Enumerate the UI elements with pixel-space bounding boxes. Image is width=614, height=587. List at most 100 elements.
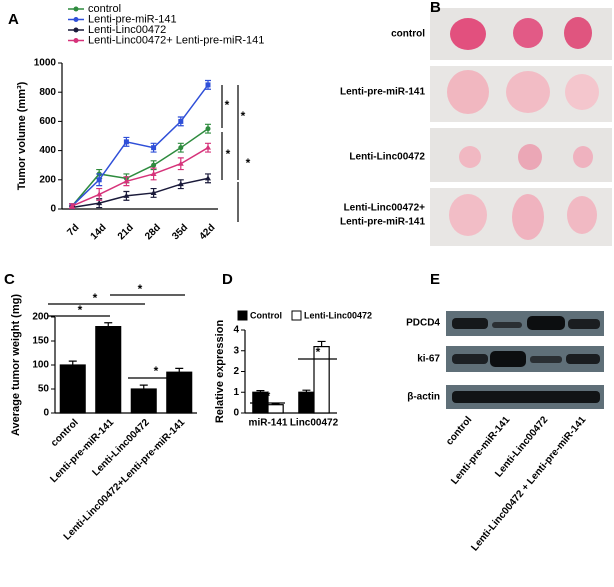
marker bbox=[123, 178, 130, 184]
significance-star: * bbox=[138, 282, 143, 296]
x-tick-label: 42d bbox=[197, 222, 217, 242]
y-tick-label: 4 bbox=[233, 325, 239, 336]
marker bbox=[205, 175, 211, 181]
legend-label: Lenti-Linc00472 bbox=[88, 24, 166, 36]
marker bbox=[205, 126, 211, 132]
panel-letter: D bbox=[222, 271, 233, 288]
error-bar bbox=[175, 367, 184, 373]
marker bbox=[151, 145, 157, 151]
significance-star: * bbox=[246, 156, 251, 170]
legend-label: Control bbox=[250, 310, 282, 320]
y-tick-label: 0 bbox=[50, 204, 56, 215]
blot-band bbox=[566, 354, 600, 364]
legend-marker bbox=[73, 27, 79, 33]
x-tick-label: Linc00472 bbox=[290, 418, 339, 429]
marker bbox=[96, 200, 103, 206]
bar bbox=[59, 364, 86, 414]
blot-panel bbox=[446, 311, 604, 409]
error-bar bbox=[271, 403, 280, 405]
tumor bbox=[567, 196, 597, 234]
tumor bbox=[573, 146, 593, 168]
error-bar bbox=[68, 360, 77, 365]
row-label: control bbox=[391, 29, 425, 40]
y-tick-label: 600 bbox=[39, 116, 56, 127]
legend-label: Lenti-pre-miR-141 bbox=[88, 13, 177, 25]
marker bbox=[205, 144, 211, 150]
y-tick-label: 2 bbox=[233, 366, 239, 377]
blot-band bbox=[452, 318, 488, 329]
legend-label: Lenti-Linc00472 bbox=[304, 310, 372, 320]
panel-letter: C bbox=[4, 271, 15, 288]
error-bar bbox=[104, 322, 113, 327]
error-bar bbox=[139, 384, 148, 389]
marker bbox=[150, 170, 157, 176]
lane-label: control bbox=[444, 414, 474, 447]
tumor bbox=[513, 18, 543, 48]
error-bar bbox=[256, 389, 265, 393]
tumor bbox=[450, 18, 486, 50]
marker bbox=[178, 118, 184, 124]
row-label: Lenti-Linc00472 bbox=[349, 152, 425, 163]
bar bbox=[130, 388, 157, 414]
x-tick-label: 7d bbox=[65, 222, 81, 238]
y-axis-label: Average tumor weight (mg) bbox=[10, 294, 22, 436]
legend-marker bbox=[73, 6, 79, 12]
tumor bbox=[564, 17, 592, 49]
legend-swatch bbox=[291, 310, 302, 321]
error-bar bbox=[302, 389, 311, 393]
y-tick-label: 100 bbox=[32, 360, 49, 371]
marker bbox=[123, 192, 130, 198]
y-axis-label: Relative expression bbox=[214, 320, 226, 424]
significance-star: * bbox=[316, 345, 321, 359]
x-tick-label: 35d bbox=[170, 222, 190, 242]
marker bbox=[177, 160, 184, 166]
marker bbox=[123, 139, 129, 145]
marker bbox=[69, 203, 75, 209]
significance-star: * bbox=[154, 364, 159, 378]
significance-star: * bbox=[226, 147, 231, 161]
series-line bbox=[71, 147, 209, 207]
panel-letter: B bbox=[430, 0, 441, 16]
tumor bbox=[518, 144, 542, 170]
marker bbox=[177, 181, 184, 187]
tumor bbox=[449, 194, 487, 236]
y-tick-label: 200 bbox=[32, 312, 49, 323]
blot-label: PDCD4 bbox=[406, 318, 440, 329]
marker bbox=[96, 177, 102, 183]
marker bbox=[205, 82, 211, 88]
tumor bbox=[506, 71, 550, 113]
bar bbox=[298, 391, 315, 414]
series-line bbox=[71, 84, 209, 207]
blot-band bbox=[492, 322, 522, 328]
series-line bbox=[71, 177, 209, 209]
x-tick-label: 28d bbox=[143, 222, 163, 242]
legend-swatch bbox=[237, 310, 248, 321]
legend-marker bbox=[73, 38, 79, 43]
y-tick-label: 150 bbox=[32, 336, 49, 347]
panel-letter: E bbox=[430, 271, 440, 288]
y-tick-label: 200 bbox=[39, 174, 56, 185]
panel-letter: A bbox=[8, 11, 19, 28]
blot-label: β-actin bbox=[407, 392, 440, 403]
x-tick-label: 14d bbox=[89, 222, 109, 242]
marker bbox=[178, 145, 184, 151]
significance-star: * bbox=[225, 98, 230, 112]
y-tick-label: 800 bbox=[39, 87, 56, 98]
tumor bbox=[459, 146, 481, 168]
tumor bbox=[512, 194, 544, 240]
row-label: Lenti-Linc00472+ bbox=[344, 203, 426, 214]
error-bar bbox=[317, 340, 326, 347]
significance-star: * bbox=[93, 291, 98, 305]
bar bbox=[95, 326, 122, 414]
x-tick-label: 21d bbox=[116, 222, 136, 242]
significance-star: * bbox=[78, 303, 83, 317]
significance-star: * bbox=[266, 389, 271, 403]
row-label: Lenti-pre-miR-141 bbox=[340, 87, 425, 98]
blot-band bbox=[452, 391, 600, 403]
photo-panel bbox=[430, 8, 612, 246]
series-line bbox=[71, 128, 209, 207]
y-tick-label: 400 bbox=[39, 145, 56, 156]
significance-star: * bbox=[241, 109, 246, 123]
y-tick-label: 50 bbox=[38, 384, 50, 395]
